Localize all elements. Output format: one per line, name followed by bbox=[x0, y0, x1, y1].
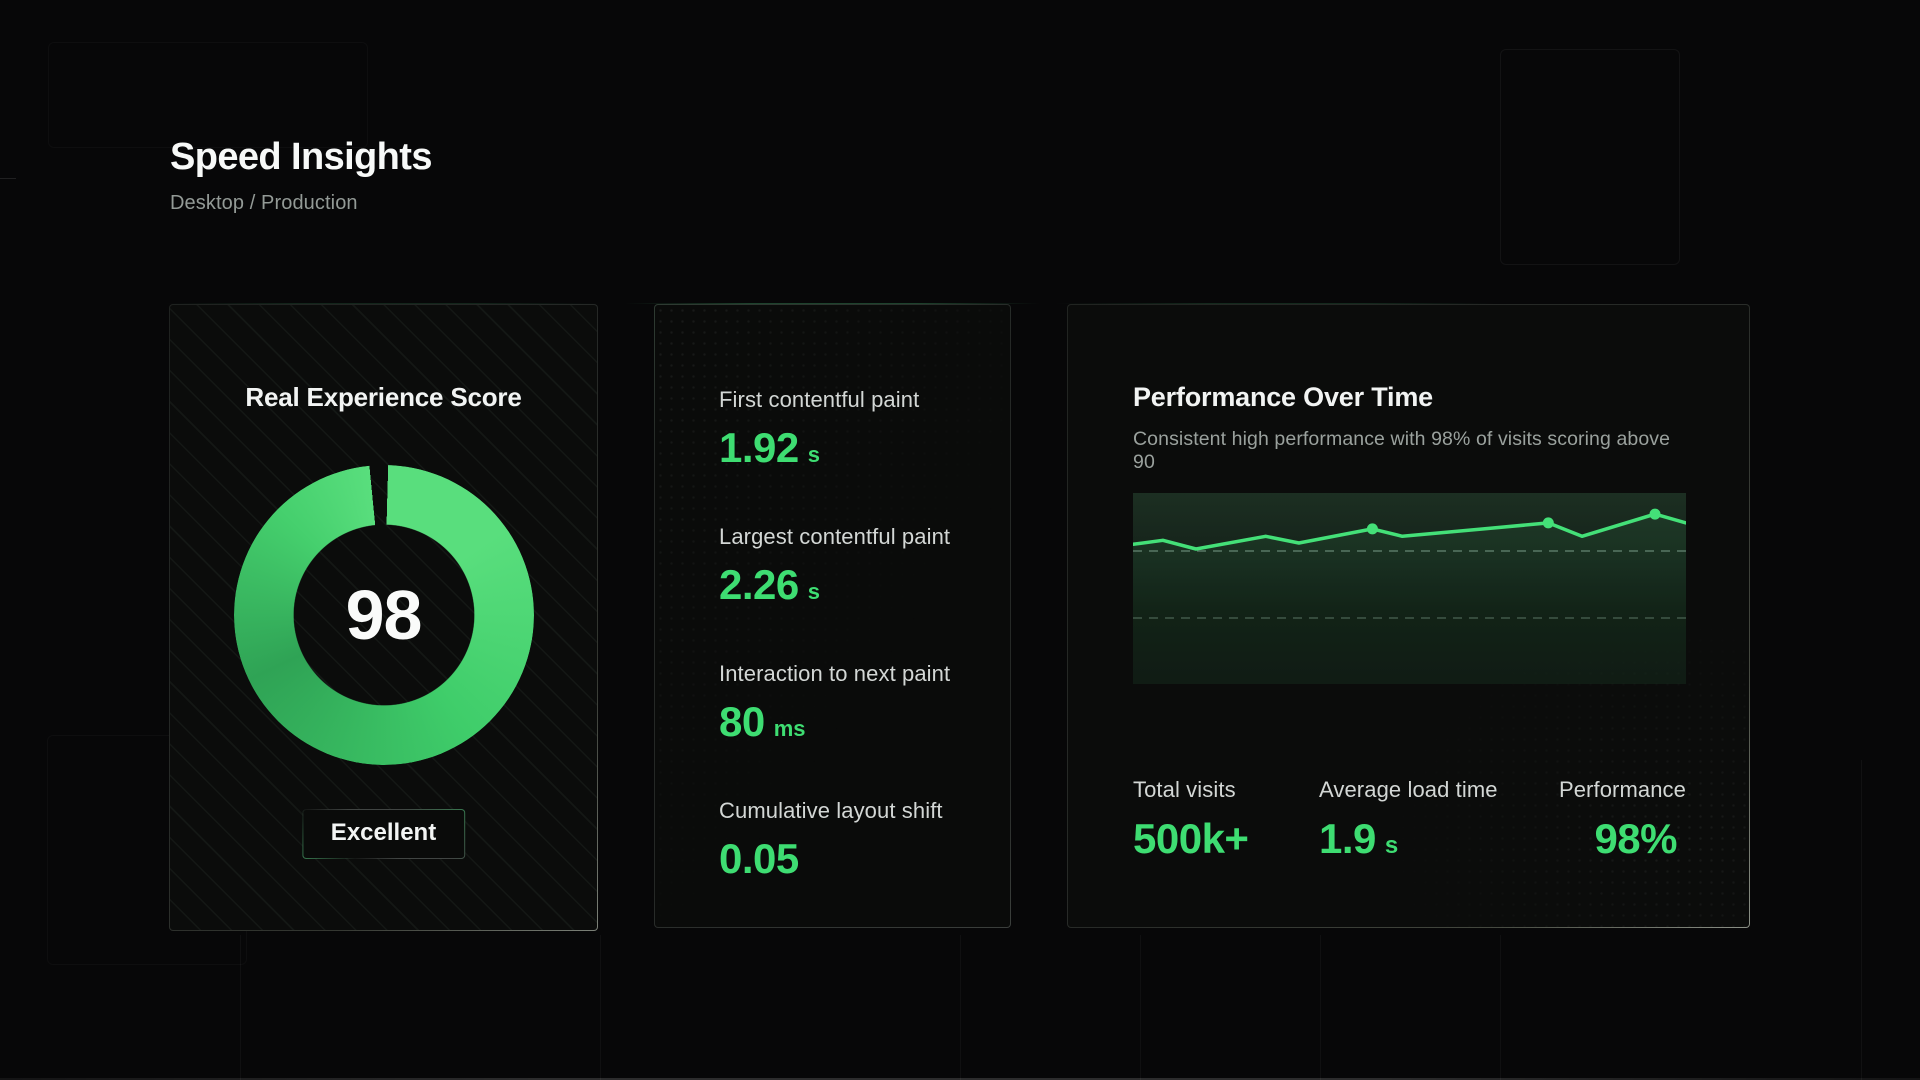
background-grid-rect bbox=[48, 42, 368, 148]
performance-card-subtitle: Consistent high performance with 98% of … bbox=[1133, 428, 1671, 473]
metric-unit: s bbox=[807, 442, 820, 467]
metrics-list: First contentful paint 1.92 s Largest co… bbox=[655, 305, 1010, 883]
background-grid-line bbox=[1320, 935, 1321, 1080]
stat-unit: s bbox=[1384, 832, 1399, 859]
metric-interaction-to-next-paint: Interaction to next paint 80 ms bbox=[719, 661, 990, 746]
background-grid-line bbox=[1861, 760, 1862, 1080]
chart-data-point bbox=[1542, 517, 1554, 529]
page-header: Speed Insights Desktop / Production bbox=[170, 136, 432, 215]
stat-value: 500k+ bbox=[1133, 815, 1249, 862]
stat-label: Performance bbox=[1558, 777, 1686, 802]
performance-chart-svg bbox=[1133, 508, 1686, 684]
stat-value: 98% bbox=[1594, 815, 1677, 862]
metric-label: Interaction to next paint bbox=[719, 661, 951, 686]
metric-label: First contentful paint bbox=[719, 387, 920, 412]
score-donut-gauge: 98 bbox=[233, 465, 534, 765]
stat-total-visits: Total visits 500k+ bbox=[1133, 777, 1257, 863]
stat-label: Total visits bbox=[1133, 777, 1236, 802]
score-value: 98 bbox=[345, 576, 423, 654]
score-status-badge: Excellent bbox=[302, 809, 465, 859]
performance-stats-row: Total visits 500k+ Average load time 1.9… bbox=[1133, 777, 1686, 887]
background-grid-line bbox=[240, 935, 241, 1080]
metric-unit: s bbox=[807, 579, 820, 604]
bottom-edge-line bbox=[0, 1078, 1920, 1080]
chart-gridlines bbox=[1133, 550, 1686, 619]
metric-value: 80 bbox=[719, 698, 765, 745]
background-grid-line bbox=[0, 178, 16, 179]
background-grid-rect bbox=[1500, 49, 1680, 265]
background-grid-line bbox=[960, 935, 961, 1080]
metric-label: Largest contentful paint bbox=[719, 524, 951, 549]
page-subtitle: Desktop / Production bbox=[170, 192, 358, 214]
chart-data-point bbox=[1649, 508, 1661, 520]
green-glow-line bbox=[165, 303, 600, 304]
stat-label: Average load time bbox=[1319, 777, 1498, 802]
background-grid-line bbox=[600, 935, 601, 1080]
real-experience-score-card: Real Experience Score 98 Excellent bbox=[169, 304, 598, 931]
metric-largest-contentful-paint: Largest contentful paint 2.26 s bbox=[719, 524, 990, 609]
score-card-title: Real Experience Score bbox=[245, 382, 522, 412]
stat-value: 1.9 bbox=[1319, 815, 1376, 862]
metric-value: 1.92 bbox=[719, 424, 799, 471]
stat-performance: Performance 98% bbox=[1559, 777, 1686, 863]
background-grid-line bbox=[1140, 935, 1141, 1080]
chart-area-fill bbox=[1133, 514, 1686, 684]
page-title: Speed Insights bbox=[170, 136, 432, 178]
performance-card-title: Performance Over Time bbox=[1133, 382, 1433, 412]
background-grid-line bbox=[1500, 935, 1501, 1080]
performance-line bbox=[1133, 512, 1686, 551]
metric-cumulative-layout-shift: Cumulative layout shift 0.05 bbox=[719, 798, 990, 883]
metric-unit: ms bbox=[773, 716, 806, 741]
stat-average-load-time: Average load time 1.9 s bbox=[1319, 777, 1498, 863]
chart-data-point bbox=[1366, 523, 1378, 535]
web-vitals-card: First contentful paint 1.92 s Largest co… bbox=[654, 304, 1011, 928]
chart-data-point-markers bbox=[1366, 508, 1661, 535]
metric-value: 0.05 bbox=[719, 835, 799, 882]
score-donut-ring bbox=[233, 465, 534, 765]
performance-over-time-card: Performance Over Time Consistent high pe… bbox=[1067, 304, 1750, 928]
metric-label: Cumulative layout shift bbox=[719, 798, 943, 823]
metric-first-contentful-paint: First contentful paint 1.92 s bbox=[719, 387, 990, 472]
metric-value: 2.26 bbox=[719, 561, 799, 608]
performance-line-chart bbox=[1133, 493, 1686, 684]
